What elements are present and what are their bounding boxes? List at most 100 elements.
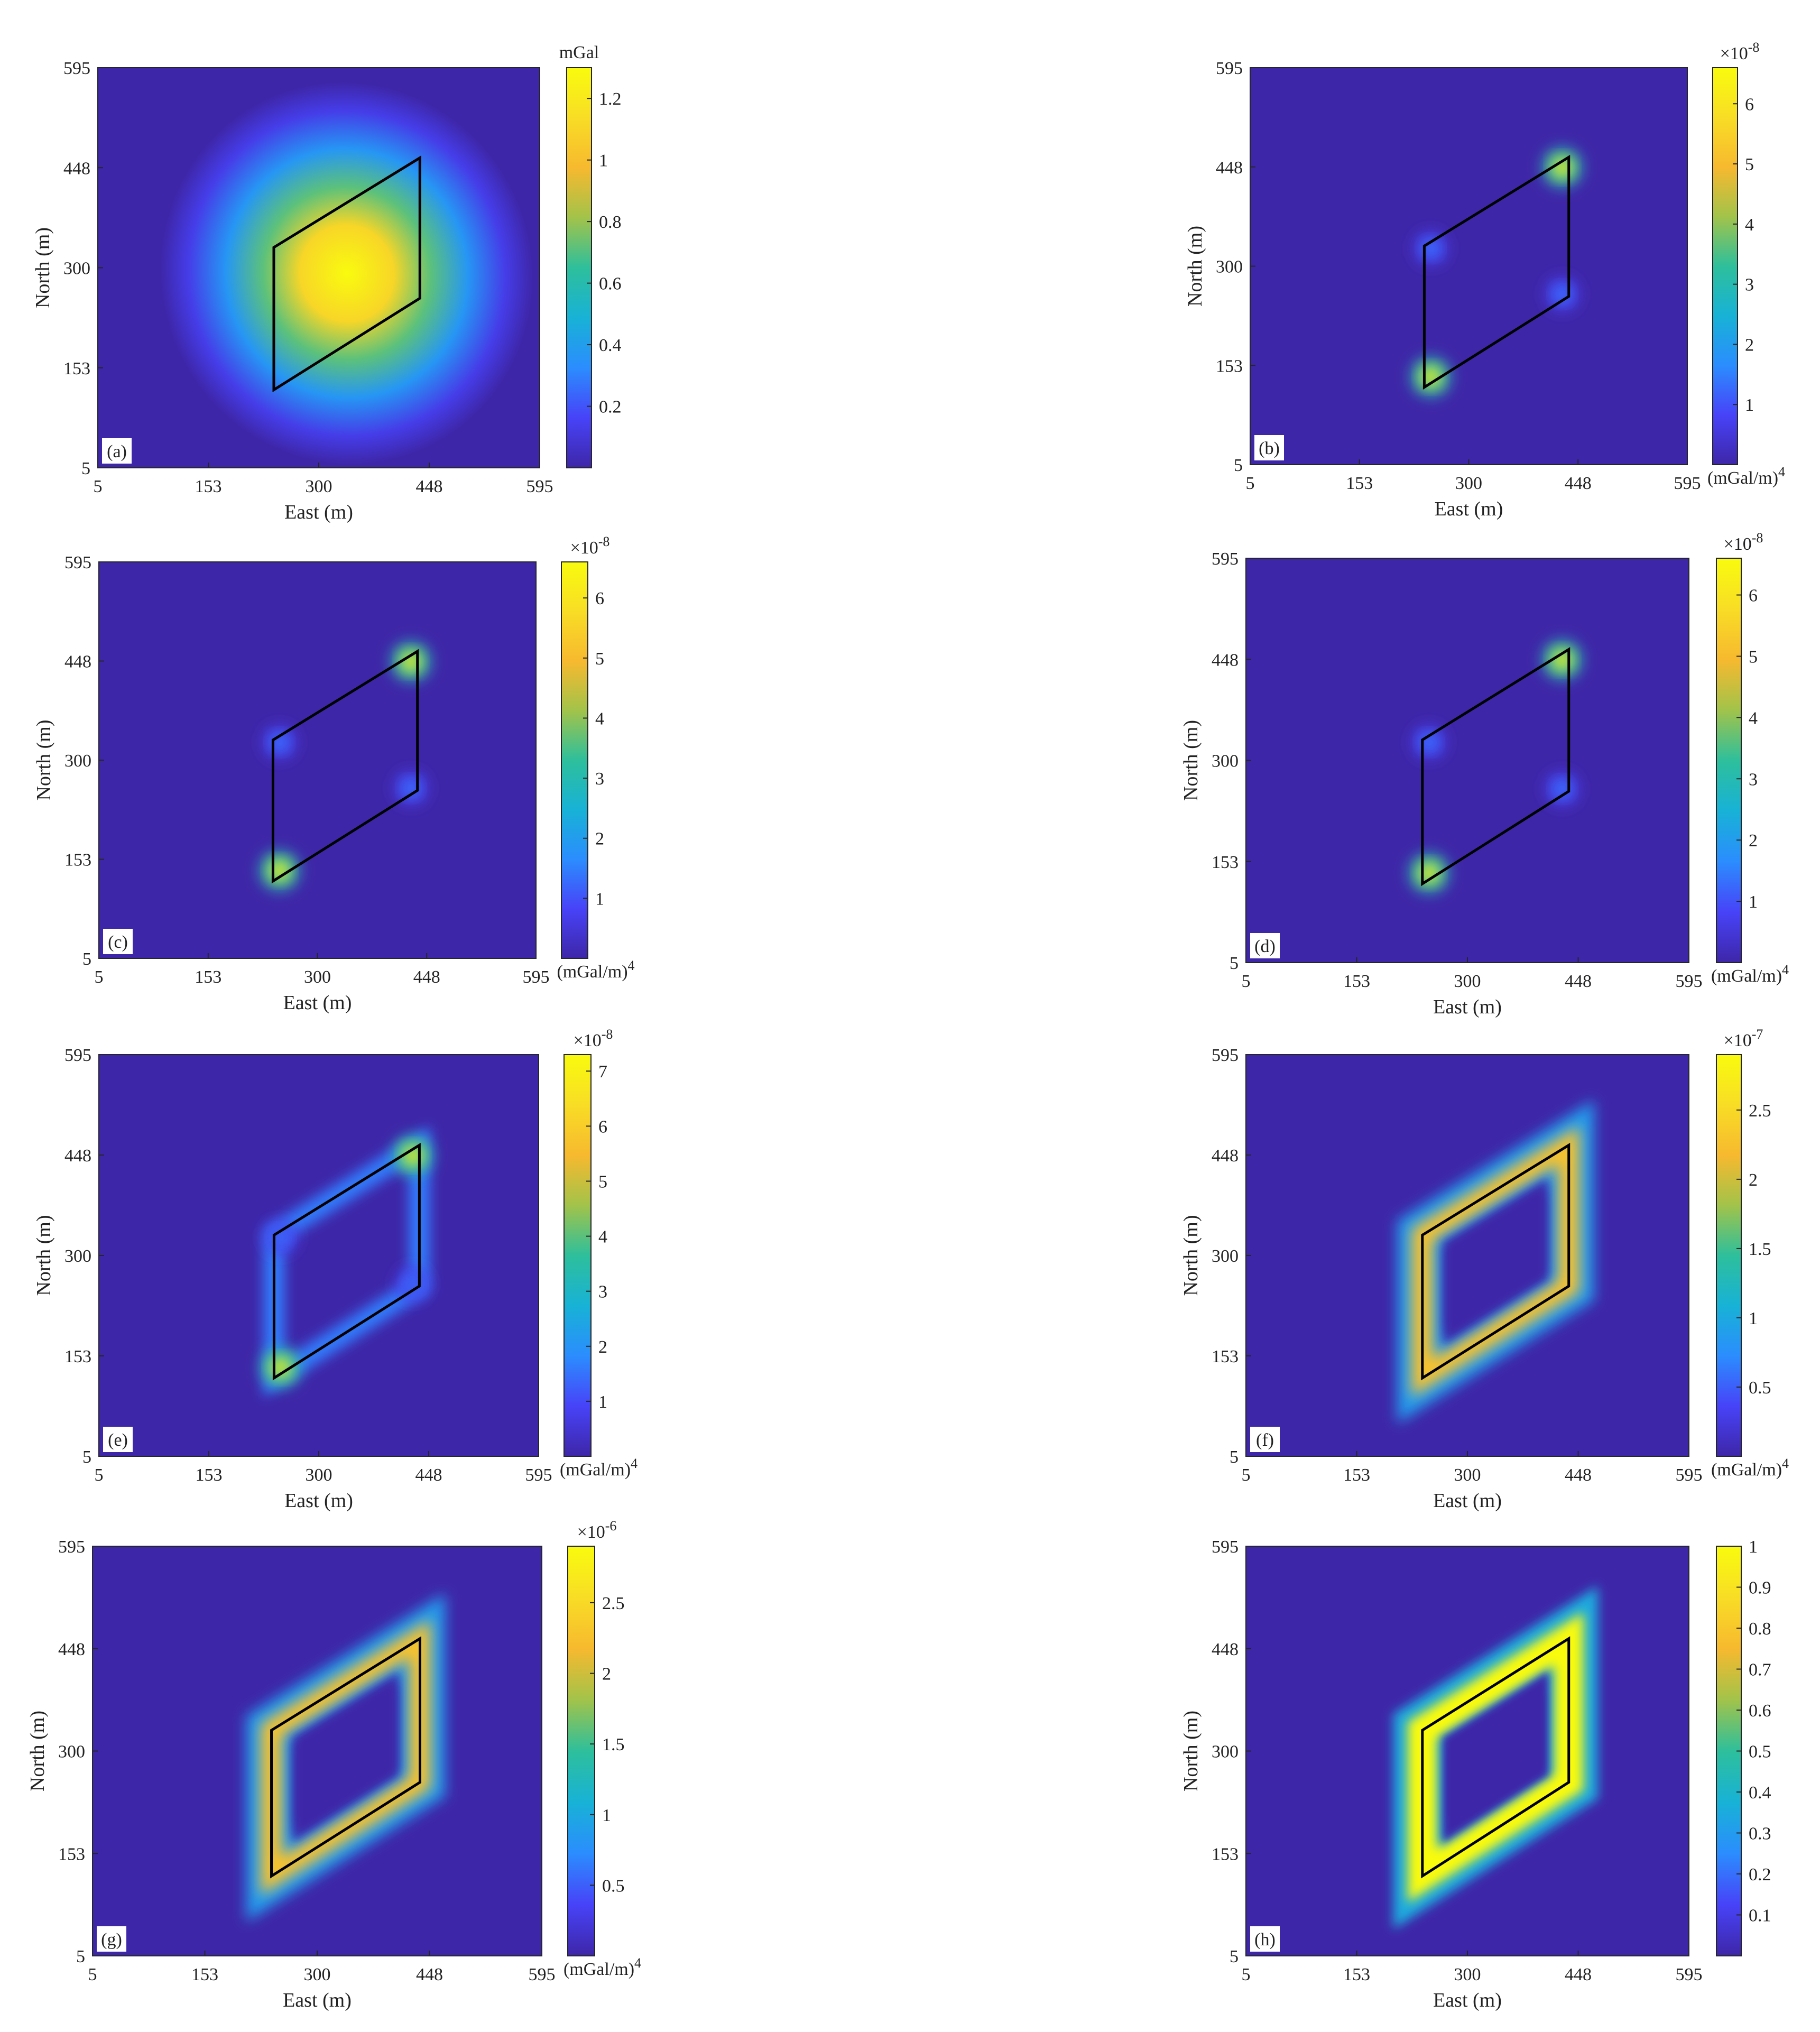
colorbar-gradient — [1716, 558, 1742, 963]
y-tick-label: 595 — [1216, 59, 1243, 78]
colorbar: 0.5 1 1.5 2 2.5 ×10-7 (mGal/m)4 — [1711, 1027, 1789, 1480]
x-axis-label: East (m) — [283, 1989, 352, 2011]
panel-tag: (h) — [1254, 1930, 1276, 1950]
source-outline — [1421, 1636, 1570, 1879]
x-tick-label: 5 — [88, 1965, 97, 1984]
colorbar-tick-label: 7 — [598, 1062, 607, 1082]
y-axis-label: North (m) — [33, 719, 55, 800]
y-tick-label: 153 — [64, 851, 91, 870]
colorbar: 1 2 3 4 5 6 ×10-8 (mGal/m)4 — [1711, 530, 1789, 986]
colorbar-tick-label: 5 — [1745, 155, 1754, 174]
panel-tag: (d) — [1254, 937, 1276, 956]
colorbar-unit: (mGal/m)4 — [1707, 464, 1785, 488]
panel-tag-box — [1254, 435, 1284, 460]
colorbar-tick-label: 0.5 — [602, 1876, 625, 1896]
interior-low — [292, 1671, 400, 1843]
panel-tag-box — [102, 438, 132, 464]
colorbar-tick-label: 0.2 — [1749, 1865, 1771, 1885]
colorbar-tick-label: 0.6 — [599, 274, 622, 294]
x-axis-label: East (m) — [1433, 996, 1502, 1018]
y-tick-label: 153 — [58, 1844, 85, 1864]
x-tick-label: 5 — [94, 477, 103, 496]
interior-low — [1443, 1177, 1548, 1345]
y-tick-label: 5 — [1230, 1947, 1239, 1966]
source-outline — [1421, 1142, 1570, 1381]
colorbar-tick-label: 2 — [598, 1337, 607, 1357]
colorbar-tick-label: 3 — [598, 1282, 607, 1302]
colorbar-tick-label: 0.5 — [1749, 1378, 1771, 1398]
x-tick-label: 153 — [195, 477, 222, 496]
x-axis-label: East (m) — [284, 1490, 353, 1512]
colorbar-tick-label: 0.8 — [599, 213, 622, 232]
x-tick-label: 595 — [1676, 972, 1703, 991]
x-tick-label: 448 — [416, 477, 443, 496]
gravity-anomaly — [160, 82, 533, 465]
x-tick-label: 300 — [1454, 972, 1481, 991]
x-tick-label: 448 — [1565, 972, 1592, 991]
y-tick-label: 595 — [1212, 1537, 1239, 1557]
colorbar-gradient — [567, 1546, 595, 1956]
y-tick-label: 300 — [1216, 257, 1243, 277]
y-tick-label: 448 — [58, 1640, 85, 1659]
panel-tag: (b) — [1259, 439, 1280, 458]
colorbar-tick-label: 0.4 — [1749, 1783, 1771, 1803]
colorbar-tick-label: 0.2 — [599, 398, 622, 417]
colorbar: 1 2 3 4 5 6 7 ×10-8 (mGal/m)4 — [560, 1027, 638, 1480]
x-tick-label: 595 — [1674, 474, 1701, 493]
source-outline — [272, 1142, 421, 1381]
interior-low — [1443, 1671, 1548, 1843]
y-tick-label: 300 — [1212, 752, 1239, 771]
colorbar-unit: (mGal/m)4 — [557, 958, 634, 982]
x-tick-label: 5 — [1242, 1465, 1251, 1485]
y-tick-label: 595 — [58, 1537, 85, 1557]
y-tick-label: 153 — [1212, 1844, 1239, 1864]
y-tick-label: 448 — [1216, 158, 1243, 178]
y-tick-label: 153 — [64, 1347, 91, 1366]
y-tick-label: 300 — [64, 1246, 91, 1266]
x-tick-label: 448 — [416, 1965, 443, 1984]
colorbar-tick-label: 0.6 — [1749, 1701, 1771, 1721]
colorbar-tick-label: 2 — [595, 829, 604, 849]
colorbar-unit: (mGal/m)4 — [1711, 962, 1789, 986]
colorbar-tick-label: 4 — [595, 709, 604, 728]
x-tick-label: 5 — [95, 967, 104, 987]
colorbar-tick-label: 6 — [1745, 95, 1754, 114]
y-tick-label: 448 — [64, 652, 91, 672]
x-axis-label: East (m) — [283, 992, 352, 1014]
y-tick-label: 448 — [1212, 650, 1239, 670]
colorbar-tick-label: 2 — [602, 1665, 611, 1684]
heatmap-field — [1411, 148, 1582, 396]
colorbar-gradient — [566, 67, 592, 468]
y-tick-label: 5 — [82, 1447, 91, 1467]
x-tick-label: 448 — [413, 967, 440, 987]
panel-h: 5 153 300 448 595 5 153 300 448 595 East (m) North … — [1180, 1537, 1771, 2011]
colorbar-multiplier: ×10-8 — [1724, 530, 1763, 554]
panel-tag-box — [1250, 933, 1280, 958]
y-tick-label: 300 — [63, 259, 90, 279]
x-tick-label: 153 — [1343, 972, 1370, 991]
y-tick-label: 5 — [81, 459, 90, 478]
x-tick-label: 448 — [1565, 1965, 1592, 1984]
source-outline — [1421, 646, 1570, 886]
colorbar-tick-label: 5 — [598, 1172, 607, 1192]
x-tick-label: 595 — [1676, 1965, 1703, 1984]
y-tick-label: 5 — [82, 949, 91, 969]
colorbar-tick-label: 1.5 — [602, 1735, 625, 1754]
y-tick-label: 5 — [1230, 954, 1239, 973]
colorbar-tick-label: 1 — [602, 1806, 611, 1825]
colorbar-tick-label: 0.3 — [1749, 1824, 1771, 1844]
y-tick-label: 595 — [1212, 1046, 1239, 1065]
x-tick-label: 153 — [196, 1465, 223, 1485]
x-tick-label: 595 — [526, 477, 553, 496]
colorbar-tick-label: 1 — [1749, 1309, 1758, 1328]
panel-tag: (a) — [107, 442, 127, 461]
colorbar-tick-label: 3 — [595, 769, 604, 789]
colorbar-tick-label: 6 — [1749, 586, 1758, 606]
colorbar-gradient — [563, 1054, 592, 1457]
colorbar-tick-label: 6 — [595, 589, 604, 608]
